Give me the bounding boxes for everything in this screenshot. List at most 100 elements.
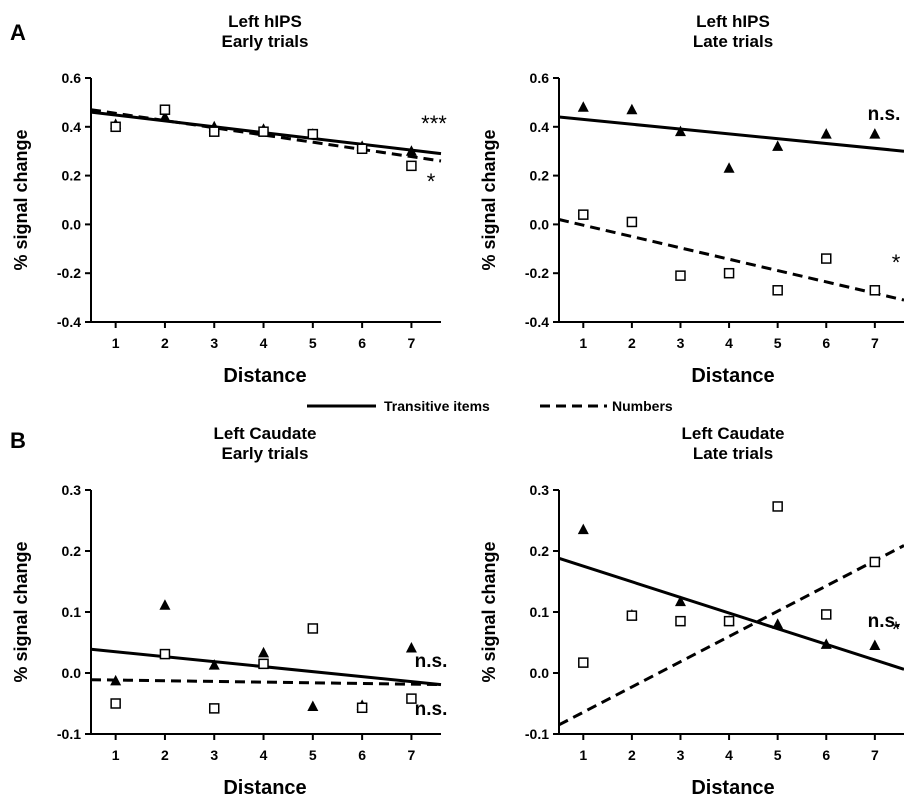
numbers-fit-line	[558, 544, 904, 727]
numbers-point	[356, 143, 368, 155]
transitive-point	[820, 128, 832, 139]
transitive-point	[577, 523, 589, 535]
numbers-point	[626, 610, 638, 621]
numbers-point	[626, 216, 638, 228]
panel-label-a: A	[10, 20, 26, 45]
numbers-point	[110, 121, 121, 133]
y-tick-label: 0.0	[530, 216, 550, 232]
y-tick-label: 0.2	[62, 168, 82, 184]
numbers-point	[578, 209, 589, 220]
transitive-significance-label: *	[892, 617, 901, 642]
transitive-point	[258, 646, 270, 658]
transitive-point	[869, 639, 881, 651]
transitive-point	[772, 140, 784, 151]
numbers-point	[723, 615, 735, 627]
x-tick-label: 6	[358, 335, 366, 351]
numbers-point	[110, 698, 121, 709]
x-axis-label: Distance	[691, 365, 774, 387]
transitive-fit-line	[558, 556, 904, 671]
transitive-point	[772, 618, 784, 629]
numbers-point	[258, 658, 269, 670]
y-tick-label: 0.0	[530, 665, 550, 681]
y-tick-label: 0.2	[530, 168, 550, 184]
y-tick-label: 0.6	[62, 70, 82, 86]
y-tick-label: 0.1	[62, 604, 82, 620]
y-tick-label: -0.2	[57, 265, 81, 281]
y-tick-label: -0.1	[525, 726, 549, 742]
transitive-point	[626, 103, 638, 115]
x-tick-label: 4	[260, 335, 268, 351]
transitive-point	[405, 145, 417, 156]
y-axis-label: % signal change	[11, 541, 31, 682]
y-tick-label: 0.2	[530, 543, 550, 559]
numbers-point	[821, 253, 832, 264]
y-tick-label: 0.2	[62, 543, 82, 559]
y-tick-label: 0.3	[62, 482, 82, 498]
x-tick-label: 2	[161, 747, 169, 763]
transitive-significance-label: n.s.	[415, 651, 448, 672]
y-axis-label: % signal change	[479, 541, 499, 682]
transitive-point	[208, 659, 220, 670]
numbers-point	[675, 270, 686, 281]
x-tick-label: 7	[871, 747, 879, 763]
transitive-point	[405, 641, 417, 653]
transitive-point	[723, 162, 735, 173]
transitive-significance-label: ***	[421, 111, 447, 136]
y-tick-label: 0.1	[530, 604, 550, 620]
y-tick-label: 0.0	[62, 665, 82, 681]
x-tick-label: 1	[579, 747, 587, 763]
legend-dashed-label: Numbers	[612, 398, 673, 414]
x-tick-label: 3	[677, 335, 685, 351]
numbers-fit-line	[558, 218, 904, 302]
x-tick-label: 1	[112, 335, 120, 351]
legend-solid-label: Transitive items	[384, 398, 490, 414]
y-tick-label: -0.4	[525, 314, 549, 330]
transitive-point	[159, 599, 171, 610]
x-tick-label: 2	[161, 335, 169, 351]
y-tick-label: 0.6	[530, 70, 550, 86]
numbers-point	[356, 702, 368, 714]
numbers-point	[675, 615, 686, 627]
transitive-fit-line	[558, 115, 904, 153]
chart-title-line2: Early trials	[222, 444, 309, 463]
x-tick-label: 5	[309, 335, 317, 351]
numbers-point	[406, 160, 417, 172]
x-tick-label: 3	[677, 747, 685, 763]
y-tick-label: 0.4	[530, 119, 550, 135]
transitive-point	[820, 638, 832, 649]
transitive-point	[869, 128, 881, 139]
numbers-point	[869, 285, 881, 296]
transitive-significance-label: n.s.	[868, 104, 901, 125]
numbers-point	[772, 285, 783, 296]
numbers-significance-label: n.s.	[415, 699, 448, 720]
chart-title-line2: Early trials	[222, 32, 309, 51]
numbers-point	[307, 623, 319, 634]
transitive-point	[307, 700, 319, 712]
transitive-point	[674, 125, 686, 137]
numbers-point	[208, 126, 220, 137]
x-tick-label: 6	[358, 747, 366, 763]
x-tick-label: 4	[725, 747, 733, 763]
x-tick-label: 7	[408, 335, 416, 351]
x-axis-label: Distance	[223, 365, 306, 387]
chart-title-line1: Left Caudate	[214, 424, 317, 443]
numbers-point	[406, 693, 417, 704]
x-tick-label: 5	[774, 335, 782, 351]
numbers-point	[772, 501, 783, 512]
x-tick-label: 3	[210, 747, 218, 763]
x-tick-label: 1	[579, 335, 587, 351]
x-tick-label: 5	[309, 747, 317, 763]
transitive-point	[577, 101, 589, 112]
numbers-point	[578, 657, 589, 668]
numbers-point	[159, 104, 171, 115]
x-tick-label: 3	[210, 335, 218, 351]
y-tick-label: -0.4	[57, 314, 81, 330]
numbers-point	[258, 126, 269, 137]
y-tick-label: 0.0	[62, 216, 82, 232]
legend: Transitive items Numbers	[307, 398, 673, 414]
numbers-point	[307, 128, 319, 140]
